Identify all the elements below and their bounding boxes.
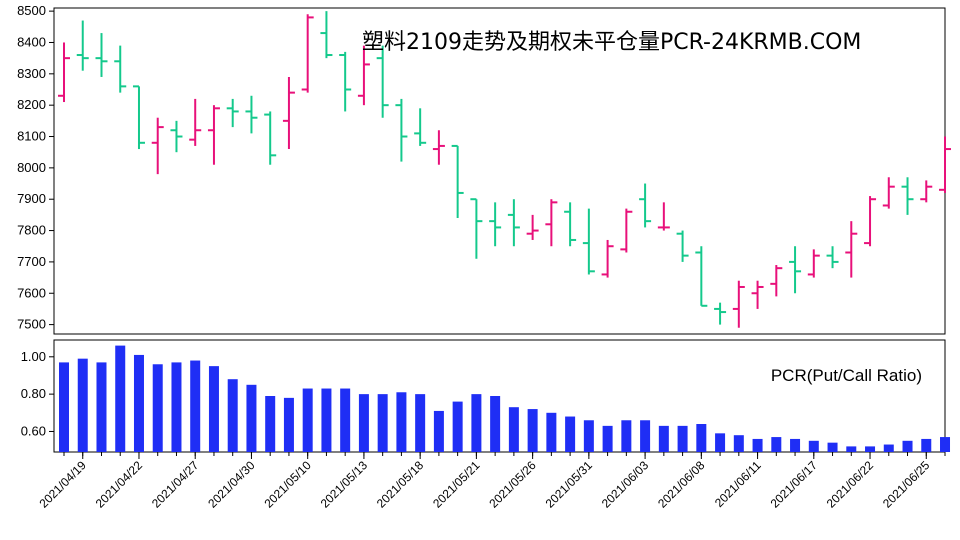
pcr-bar xyxy=(358,394,369,452)
x-tick-label: 2021/06/22 xyxy=(824,458,877,511)
pcr-bar xyxy=(77,358,88,452)
x-tick-label: 2021/06/11 xyxy=(712,458,764,510)
price-tick-label: 8200 xyxy=(17,97,46,112)
pcr-bar xyxy=(771,437,782,452)
pcr-bar xyxy=(171,362,182,452)
pcr-bar xyxy=(902,440,913,452)
price-tick-label: 7800 xyxy=(17,223,46,238)
pcr-bar xyxy=(827,442,838,452)
pcr-bar xyxy=(227,379,238,452)
pcr-bar xyxy=(340,388,351,452)
pcr-bar xyxy=(865,446,876,452)
x-axis: 2021/04/19 2021/04/22 2021/04/27 2021/04/30… xyxy=(36,452,946,511)
pcr-bar xyxy=(208,366,219,452)
price-panel-frame xyxy=(53,7,946,335)
x-tick-label: 2021/05/31 xyxy=(543,458,596,511)
price-tick-label: 8500 xyxy=(17,3,46,18)
x-tick-label: 2021/04/30 xyxy=(205,458,258,511)
pcr-bar xyxy=(602,425,613,452)
pcr-bar xyxy=(508,407,519,452)
pcr-bar xyxy=(396,392,407,452)
pcr-bar xyxy=(696,424,707,452)
pcr-bar xyxy=(565,416,576,452)
pcr-bar xyxy=(527,409,538,452)
pcr-panel: 0.60 0.80 1.00 xyxy=(21,339,951,453)
pcr-bar xyxy=(433,410,444,452)
x-tick-label: 2021/05/18 xyxy=(374,458,427,511)
pcr-bar xyxy=(733,435,744,452)
pcr-bar xyxy=(59,362,69,452)
x-tick-label: 2021/04/19 xyxy=(36,458,89,511)
x-tick-label: 2021/06/03 xyxy=(599,458,652,511)
pcr-tick-label: 0.80 xyxy=(21,386,46,401)
pcr-bar xyxy=(190,360,201,452)
pcr-bar xyxy=(790,438,801,452)
price-tick-label: 8000 xyxy=(17,160,46,175)
pcr-bar xyxy=(658,425,669,452)
pcr-bar xyxy=(921,438,932,452)
pcr-bar xyxy=(265,396,276,452)
pcr-bar xyxy=(283,397,294,452)
pcr-bar xyxy=(302,388,313,452)
pcr-bar xyxy=(246,384,257,452)
pcr-bar xyxy=(321,388,332,452)
pcr-bar xyxy=(471,394,482,452)
pcr-bar xyxy=(490,396,501,452)
x-tick-label: 2021/05/10 xyxy=(261,458,314,511)
pcr-bar xyxy=(415,394,426,452)
pcr-bar xyxy=(115,345,126,452)
x-tick-label: 2021/05/21 xyxy=(430,458,483,511)
pcr-bar xyxy=(752,438,763,452)
pcr-legend-label: PCR(Put/Call Ratio) xyxy=(771,366,922,385)
pcr-tick-label: 0.60 xyxy=(21,423,46,438)
pcr-bar xyxy=(677,425,688,452)
pcr-bar xyxy=(621,420,632,452)
pcr-bar xyxy=(940,437,951,452)
pcr-bar xyxy=(583,420,594,452)
pcr-bar xyxy=(133,354,144,452)
price-tick-label: 8300 xyxy=(17,66,46,81)
x-tick-label: 2021/06/08 xyxy=(655,458,708,511)
price-tick-label: 8400 xyxy=(17,34,46,49)
price-tick-label: 7700 xyxy=(17,254,46,269)
x-tick-label: 2021/05/26 xyxy=(486,458,539,511)
x-tick-label: 2021/04/27 xyxy=(149,458,202,511)
pcr-bar xyxy=(846,446,857,452)
price-tick-label: 7500 xyxy=(17,317,46,332)
x-tick-label: 2021/06/25 xyxy=(880,458,933,511)
price-tick-label: 7600 xyxy=(17,285,46,300)
pcr-bar xyxy=(640,420,651,452)
pcr-bar xyxy=(452,401,463,452)
pcr-bar xyxy=(96,362,107,452)
x-tick-label: 2021/05/13 xyxy=(318,458,371,511)
x-tick-label: 2021/04/22 xyxy=(93,458,146,511)
pcr-bar xyxy=(152,364,163,452)
price-tick-label: 7900 xyxy=(17,191,46,206)
pcr-bar xyxy=(883,444,894,452)
pcr-bar xyxy=(546,412,557,452)
pcr-bar xyxy=(377,394,388,452)
price-tick-label: 8100 xyxy=(17,129,46,144)
price-panel: 7500 7600 7700 7800 7900 8000 8100 8200 8300 8400… xyxy=(17,3,952,335)
pcr-bar xyxy=(715,433,726,452)
x-tick-label: 2021/06/17 xyxy=(768,458,821,511)
pcr-tick-label: 1.00 xyxy=(21,349,46,364)
chart-title: 塑料2109走势及期权未平仓量PCR-24KRMB.COM xyxy=(362,30,861,55)
pcr-bar xyxy=(808,440,819,452)
